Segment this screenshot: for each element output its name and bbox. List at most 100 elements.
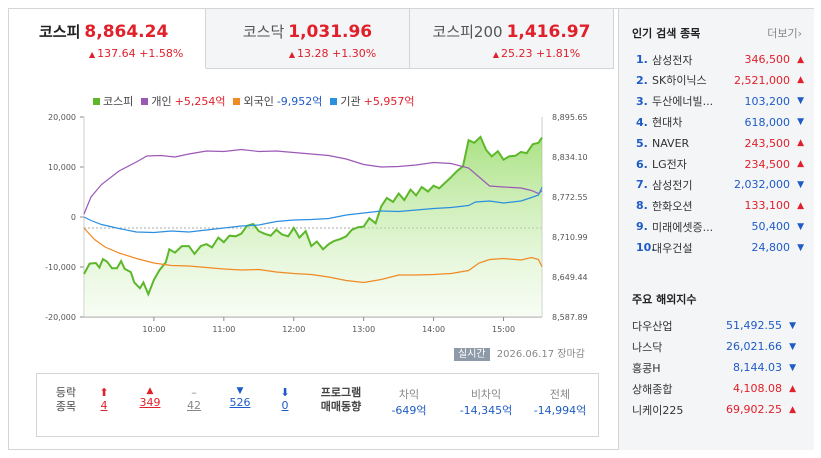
- legend-label: 기관: [340, 95, 361, 108]
- realtime-badge: 실시간: [454, 348, 490, 361]
- rank-number: 4.: [636, 115, 648, 129]
- unchanged-dash-icon: –: [191, 386, 197, 399]
- index-change: 13.28 +1.30%: [297, 47, 377, 60]
- up-triangle-icon: ▲: [797, 138, 804, 149]
- count-falling[interactable]: ▼ 526: [223, 386, 257, 409]
- tab-kospi200[interactable]: 코스피200 1,416.97 ▲ 25.23 +1.81%: [410, 9, 614, 69]
- more-label: 더보기: [767, 27, 798, 40]
- timestamp: 실시간 2026.06.17 장마감: [454, 345, 585, 361]
- stock-name: LG전자: [652, 158, 687, 171]
- down-triangle-icon: ▼: [797, 179, 804, 190]
- index-name: 코스피200: [432, 23, 503, 41]
- stock-price: 133,100: [744, 199, 791, 213]
- overseas-index-item[interactable]: 홍콩H 8,144.03 ▼: [632, 357, 802, 378]
- y-right-tick-label: 8,587.89: [552, 313, 588, 322]
- rank-number: 3.: [636, 94, 648, 108]
- stock-price: 50,400: [751, 220, 791, 234]
- x-tick-label: 10:00: [142, 325, 165, 334]
- right-sidebar: 인기 검색 종목 더보기› 1. 삼성전자 346,500 ▲ 2. SK하이닉스 2,52…: [618, 9, 814, 450]
- label-line2: 매매동향: [320, 400, 362, 413]
- popular-stock-item[interactable]: 6. LG전자 234,500 ▲: [636, 154, 806, 175]
- popular-stock-item[interactable]: 7. 삼성전기 2,032,000 ▼: [636, 174, 806, 195]
- stock-name: 두산에너빌...: [652, 95, 714, 109]
- legend-item-individual[interactable]: 개인 +5,254억: [141, 93, 225, 109]
- overseas-index-item[interactable]: 다우산업 51,492.55 ▼: [632, 315, 802, 336]
- overseas-index-item[interactable]: 나스닥 26,021.66 ▼: [632, 336, 802, 357]
- count-upper-limit[interactable]: ⬆ 4: [89, 386, 119, 412]
- popular-stock-item[interactable]: 4. 현대차 618,000 ▼: [636, 112, 806, 133]
- tab-kosdaq[interactable]: 코스닥 1,031.96 ▲ 13.28 +1.30%: [206, 9, 410, 69]
- down-triangle-icon: ▼: [797, 96, 804, 107]
- popular-stock-item[interactable]: 5. NAVER 243,500 ▲: [636, 133, 806, 154]
- overseas-index-item[interactable]: 상해종합 4,108.08 ▲: [632, 378, 802, 399]
- up-triangle-icon: ▲: [797, 159, 804, 169]
- up-triangle-icon: ▲: [146, 386, 154, 396]
- popular-stock-item[interactable]: 10. 대우건설 24,800 ▼: [636, 237, 806, 258]
- legend-item-kospi[interactable]: 코스피: [93, 93, 133, 109]
- x-tick-label: 14:00: [422, 325, 445, 334]
- down-triangle-icon: ▼: [236, 386, 244, 396]
- legend-label: 코스피: [103, 95, 134, 108]
- up-triangle-icon: ▲: [797, 200, 804, 211]
- stock-name: 대우건설: [652, 241, 693, 255]
- legend-swatch: [330, 97, 338, 105]
- index-value: 51,492.55: [726, 319, 782, 332]
- popular-stock-item[interactable]: 9. 미래에셋증... 50,400 ▼: [636, 216, 806, 237]
- down-triangle-icon: ▼: [797, 221, 804, 232]
- stock-name: 현대차: [652, 116, 683, 130]
- y-left-tick-label: -20,000: [45, 313, 76, 322]
- stock-price: 24,800: [751, 241, 791, 255]
- series-line-개인: [83, 148, 543, 215]
- more-link[interactable]: 더보기›: [767, 25, 802, 41]
- market-stats: 등락 종목 ⬆ 4 ▲ 349 – 42 ▼ 526 ⬇ 0 프로그램 매매동향…: [36, 373, 599, 437]
- program-label: 비차익: [470, 388, 502, 401]
- index-name: 코스피: [39, 23, 81, 41]
- up-triangle-icon: ▲: [797, 75, 804, 86]
- stock-name: 미래에셋증...: [652, 220, 714, 234]
- legend-item-foreign[interactable]: 외국인 -9,952억: [233, 93, 322, 109]
- y-left-tick-label: -10,000: [45, 263, 76, 272]
- legend-value: +5,254억: [174, 95, 226, 108]
- down-triangle-icon: ▼: [789, 362, 796, 373]
- y-left-tick-label: 0: [71, 213, 76, 222]
- count-unchanged[interactable]: – 42: [179, 386, 209, 412]
- x-tick-label: 15:00: [492, 325, 515, 334]
- down-triangle-icon: ▼: [789, 320, 796, 331]
- tab-kospi[interactable]: 코스피 8,864.24 ▲ 137.64 +1.58%: [9, 9, 206, 69]
- count-lower-limit[interactable]: ⬇ 0: [270, 386, 300, 412]
- index-chart: 20,000 10,000 0 -10,000 -20,000 8,895.65 8,834…: [45, 113, 588, 334]
- rank-number: 7.: [636, 178, 648, 192]
- legend-swatch: [93, 97, 100, 105]
- stock-name: 삼성전자: [652, 53, 693, 67]
- series-area-코스피: [84, 136, 542, 317]
- advance-decline-label: 등락 종목: [51, 386, 81, 414]
- index-name: 나스닥: [632, 340, 663, 354]
- stock-name: 삼성전기: [652, 178, 693, 192]
- stock-price: 618,000: [744, 115, 791, 129]
- up-triangle-icon: ▲: [492, 50, 499, 59]
- popular-stock-item[interactable]: 1. 삼성전자 346,500 ▲: [636, 49, 806, 70]
- label-line2: 종목: [55, 400, 77, 413]
- down-triangle-icon: ▼: [789, 341, 796, 352]
- label-line1: 프로그램: [320, 386, 362, 399]
- up-triangle-icon: ▲: [789, 383, 796, 394]
- count-rising[interactable]: ▲ 349: [133, 386, 167, 409]
- program-value: -14,994억: [533, 404, 587, 417]
- legend-item-institution[interactable]: 기관 +5,957억: [330, 93, 415, 109]
- lower-limit-icon: ⬇: [280, 386, 290, 399]
- market-widget: 코스피 8,864.24 ▲ 137.64 +1.58% 코스닥 1,031.96 ▲…: [8, 8, 814, 450]
- popular-stock-item[interactable]: 8. 한화오션 133,100 ▲: [636, 195, 806, 216]
- popular-stock-item[interactable]: 2. SK하이닉스 2,521,000 ▲: [636, 70, 806, 91]
- series-line-코스피: [83, 135, 543, 297]
- index-name: 다우산업: [632, 319, 673, 333]
- y-right-tick-label: 8,710.99: [552, 233, 588, 242]
- x-tick-label: 12:00: [282, 325, 305, 334]
- rank-number: 10.: [636, 241, 656, 255]
- series-line-외국인: [83, 227, 543, 284]
- index-name: 홍콩H: [632, 361, 661, 375]
- index-value: 1,416.97: [506, 22, 591, 42]
- program-value: -14,345억: [459, 404, 513, 417]
- popular-stock-item[interactable]: 3. 두산에너빌... 103,200 ▼: [636, 91, 806, 112]
- index-name: 상해종합: [632, 382, 673, 396]
- overseas-index-item[interactable]: 니케이225 69,902.25 ▲: [632, 399, 802, 420]
